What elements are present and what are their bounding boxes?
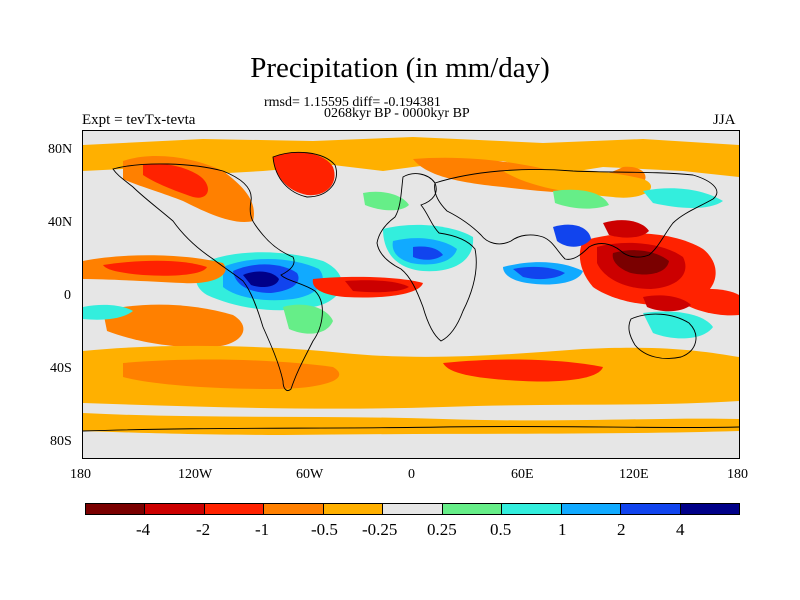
colorbar-swatch xyxy=(502,504,562,514)
experiment-label: Expt = tevTx-tevta xyxy=(82,112,196,128)
lon-tick-120e: 120E xyxy=(619,467,649,482)
south-pacific-orange xyxy=(103,304,244,348)
lat-tick-80n: 80N xyxy=(48,142,73,157)
southern-ocean-red xyxy=(443,359,603,382)
south-atlantic-darkred xyxy=(345,280,409,293)
colorbar-label: 2 xyxy=(617,520,626,539)
colorbar-swatch xyxy=(145,504,205,514)
lat-tick-80s: 80S xyxy=(50,434,72,449)
lon-tick-60w: 60W xyxy=(296,467,324,482)
colorbar-label: -4 xyxy=(136,520,151,539)
maritime-continent-core xyxy=(612,250,669,275)
tropical-atlantic-navy xyxy=(243,271,279,287)
colorbar-label: 0.5 xyxy=(490,520,512,539)
asia-coast xyxy=(434,169,718,260)
colorbar-label: -0.5 xyxy=(311,520,338,539)
colorbar-swatch xyxy=(383,504,443,514)
lon-tick-120w: 120W xyxy=(178,467,213,482)
map-plot-area xyxy=(83,131,739,458)
season-label: JJA xyxy=(713,112,736,128)
colorbar-label: -0.25 xyxy=(362,520,398,539)
north-atlantic-green xyxy=(363,191,409,211)
colorbar-label: -2 xyxy=(196,520,211,539)
india-blue xyxy=(553,224,591,247)
colorbar-label: -1 xyxy=(255,520,270,539)
south-indian-cyan xyxy=(643,311,713,339)
map-title: Precipitation (in mm/day) xyxy=(250,52,550,84)
greenland-red xyxy=(273,152,335,196)
east-pacific-red xyxy=(103,260,207,276)
colorbar xyxy=(85,503,740,515)
colorbar-swatch xyxy=(680,504,739,514)
north-america-red xyxy=(143,163,208,198)
lon-tick-180e: 180 xyxy=(727,467,748,482)
north-pacific-cyan xyxy=(643,188,723,208)
period-line: 0268kyr BP - 0000kyr BP xyxy=(324,106,470,121)
colorbar-label: 4 xyxy=(676,520,685,539)
lat-tick-40n: 40N xyxy=(48,215,73,230)
colorbar-swatch xyxy=(86,504,146,514)
lat-tick-0: 0 xyxy=(64,288,71,303)
americas-coast xyxy=(112,163,323,392)
colorbar-label: 0.25 xyxy=(427,520,457,539)
lat-tick-40s: 40S xyxy=(50,361,72,376)
lon-tick-0: 0 xyxy=(408,467,415,482)
lon-tick-60e: 60E xyxy=(511,467,534,482)
colorbar-swatch xyxy=(204,504,265,514)
west-pacific-red xyxy=(683,288,739,316)
colorbar-swatch xyxy=(442,504,503,514)
colorbar-swatch xyxy=(323,504,384,514)
colorbar-label: 1 xyxy=(558,520,567,539)
antarctica-coast xyxy=(83,425,739,432)
south-pacific-cyan xyxy=(83,304,133,320)
lon-tick-180w: 180 xyxy=(70,467,91,482)
precipitation-map xyxy=(82,130,740,459)
stats-line: rmsd= 1.15595 diff= -0.194381 xyxy=(264,95,441,110)
africa-blue-core xyxy=(413,246,443,260)
australia-coast xyxy=(628,313,697,359)
east-asia-darkred xyxy=(603,220,649,238)
greenland-coast xyxy=(272,151,337,198)
indian-ocean-blue-core xyxy=(513,266,565,280)
coastlines xyxy=(83,151,739,432)
colorbar-swatch xyxy=(264,504,324,514)
southern-ocean-darkorange xyxy=(123,359,340,389)
central-asia-green xyxy=(553,189,609,209)
colorbar-swatch xyxy=(621,504,681,514)
arctic-orange-band xyxy=(83,137,739,177)
antarctic-orange xyxy=(83,413,739,435)
siberia-orange xyxy=(503,169,652,198)
west-pacific-darkred xyxy=(643,295,691,312)
europe-africa-coast xyxy=(376,173,477,342)
colorbar-swatch xyxy=(561,504,622,514)
